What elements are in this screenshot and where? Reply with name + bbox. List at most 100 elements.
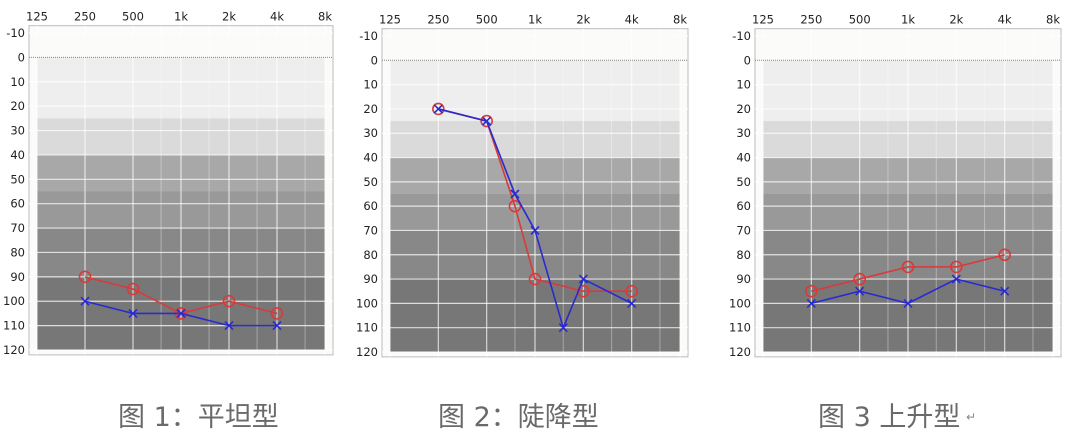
data-point-circle	[901, 260, 915, 274]
y-tick-label: 50	[736, 175, 751, 189]
y-tick-label: 20	[736, 102, 751, 116]
data-point-cross	[951, 274, 961, 284]
x-tick-label: 125	[379, 13, 401, 27]
y-tick-label: 0	[18, 50, 25, 64]
x-tick-label: 125	[752, 13, 774, 27]
data-point-cross	[433, 104, 443, 114]
x-tick-label: 250	[74, 10, 96, 24]
y-tick-label: 50	[363, 175, 378, 189]
x-tick-label: 250	[427, 13, 449, 27]
return-mark-icon: ↵	[966, 410, 977, 424]
y-tick-label: 110	[729, 321, 751, 335]
data-point-circle	[222, 294, 236, 308]
y-tick-label: 20	[10, 99, 25, 113]
y-tick-label: 10	[10, 75, 25, 89]
y-tick-label: 30	[363, 126, 378, 140]
data-point-circle	[126, 282, 140, 296]
y-tick-label: 70	[363, 223, 378, 237]
y-tick-label: 0	[371, 53, 378, 67]
x-tick-label: 500	[122, 10, 144, 24]
data-point-circle	[805, 284, 818, 298]
y-tick-label: 110	[3, 319, 25, 333]
x-tick-label: 1k	[528, 13, 542, 27]
data-point-circle	[950, 260, 963, 274]
data-point-circle	[78, 270, 92, 284]
x-tick-label: 250	[800, 13, 822, 27]
y-tick-label: -10	[6, 26, 25, 40]
data-point-cross	[806, 298, 816, 308]
data-point-cross	[903, 298, 913, 308]
x-tick-label: 4k	[625, 13, 639, 27]
y-tick-label: 80	[363, 248, 378, 262]
y-tick-label: 10	[363, 78, 378, 92]
caption-figure-3: 图 3 上升型	[818, 402, 961, 433]
y-tick-label: 40	[736, 151, 751, 165]
x-tick-label: 2k	[949, 13, 963, 27]
y-tick-label: 110	[356, 321, 378, 335]
x-tick-label: 2k	[222, 10, 236, 24]
caption-figure-1: 图 1：平坦型	[118, 402, 279, 433]
y-tick-label: 30	[736, 126, 751, 140]
y-tick-label: -10	[732, 29, 751, 43]
y-tick-label: 80	[736, 248, 751, 262]
data-point-circle	[270, 307, 284, 320]
series-line-circle	[811, 253, 1005, 293]
y-tick-label: 60	[10, 197, 25, 211]
x-tick-label: 1k	[174, 10, 188, 24]
y-tick-label: 90	[10, 270, 25, 284]
data-point-cross	[558, 323, 568, 333]
data-point-cross	[855, 286, 865, 296]
data-point-circle	[853, 272, 866, 286]
y-tick-label: 70	[10, 221, 25, 235]
x-tick-label: 500	[476, 13, 498, 27]
data-point-circle	[480, 114, 493, 128]
y-tick-label: 120	[356, 345, 378, 359]
y-tick-label: 50	[10, 172, 25, 186]
x-tick-label: 8k	[1046, 13, 1060, 27]
y-tick-label: 100	[3, 294, 25, 308]
data-point-circle	[625, 284, 638, 298]
x-tick-label: 1k	[901, 13, 915, 27]
y-tick-label: 40	[10, 148, 25, 162]
data-point-cross	[176, 308, 186, 318]
x-tick-label: 500	[849, 13, 871, 27]
y-tick-label: 30	[10, 124, 25, 138]
data-point-cross	[272, 321, 282, 331]
y-tick-label: 0	[744, 53, 751, 67]
audiogram-2: 125 250 500 1k 2k 4k 8k -10 0 10 20 30 40 50 60 70 80 90 1…	[356, 13, 689, 359]
y-tick-label: 10	[736, 78, 751, 92]
data-point-circle	[432, 102, 445, 116]
data-point-cross	[510, 189, 520, 199]
audiogram-1: 125 250 500 1k 2k 4k 8k -10 0 10 20 30 40 50 60 70 80 90 1…	[3, 10, 334, 357]
data-point-circle	[528, 272, 542, 286]
caption-figure-2: 图 2：陡降型	[438, 402, 599, 433]
audiogram-3: 125 250 500 1k 2k 4k 8k -10 0 10 20 30 40 50 60 70 80 90 1…	[729, 13, 1062, 359]
y-tick-label: 90	[736, 272, 751, 286]
x-tick-label: 8k	[673, 13, 687, 27]
y-tick-label: 90	[363, 272, 378, 286]
x-tick-label: 8k	[318, 10, 332, 24]
data-point-cross	[80, 296, 90, 306]
y-tick-label: 60	[363, 199, 378, 213]
y-tick-label: 70	[736, 223, 751, 237]
data-point-cross	[482, 116, 492, 126]
data-point-cross	[1000, 286, 1010, 296]
y-tick-label: 100	[729, 296, 751, 310]
y-tick-label: 20	[363, 102, 378, 116]
data-point-cross	[578, 274, 588, 284]
data-point-cross	[627, 298, 637, 308]
y-tick-label: 120	[729, 345, 751, 359]
data-point-cross	[128, 308, 138, 318]
data-point-cross	[530, 225, 540, 236]
x-tick-label: 4k	[270, 10, 284, 24]
y-tick-label: 100	[356, 296, 378, 310]
y-tick-label: -10	[359, 29, 378, 43]
x-tick-label: 2k	[576, 13, 590, 27]
y-tick-label: 60	[736, 199, 751, 213]
x-tick-label: 4k	[998, 13, 1012, 27]
y-tick-label: 120	[3, 343, 25, 357]
data-point-cross	[224, 321, 234, 331]
data-point-circle	[998, 248, 1011, 262]
x-tick-label: 125	[26, 10, 48, 24]
